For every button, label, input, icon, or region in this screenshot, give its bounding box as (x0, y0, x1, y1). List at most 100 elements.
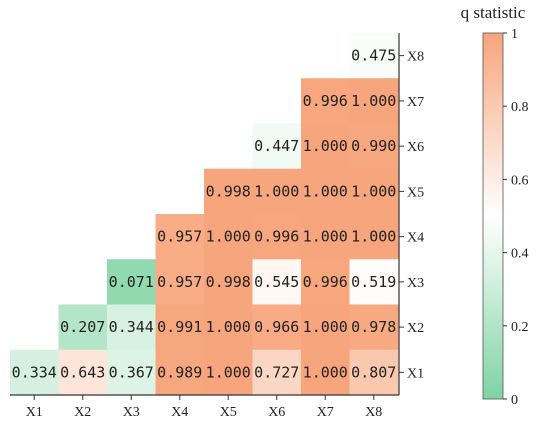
cell-value-label: 0.989 (157, 363, 202, 381)
y-tick-label: X8 (407, 50, 424, 65)
cell-value-label: 0.727 (254, 363, 299, 381)
cell-value-label: 0.367 (109, 363, 154, 381)
cell-value-label: 1.000 (303, 182, 348, 200)
x-tick-label: X8 (365, 405, 382, 420)
cell-value-label: 0.957 (157, 273, 202, 291)
heatmap-cell (155, 349, 205, 396)
y-tick-label: X6 (407, 140, 424, 155)
heatmap-cell (301, 168, 350, 215)
colorbar-tick-label: 0.6 (511, 173, 529, 188)
x-tick-label: X1 (26, 405, 43, 420)
cell-value-label: 0.998 (206, 182, 251, 200)
heatmap-cells (10, 33, 399, 396)
cell-value-label: 1.000 (351, 92, 396, 110)
cell-value-label: 1.000 (303, 363, 348, 381)
heatmap-cell (155, 214, 205, 260)
heatmap-cell (301, 304, 350, 351)
heatmap-cell (349, 168, 399, 215)
heatmap-cell (107, 259, 156, 305)
colorbar: q statistic 0 0.2 0.4 0.6 0.8 1 (461, 3, 529, 408)
heatmap-cell (204, 214, 253, 260)
cell-value-label: 0.957 (157, 228, 202, 246)
heatmap-cell (107, 304, 156, 351)
cell-value-label: 1.000 (303, 318, 348, 336)
heatmap-cell (252, 304, 302, 351)
cell-value-label: 0.519 (351, 273, 396, 291)
heatmap-cell (301, 214, 350, 260)
heatmap-cell (301, 78, 350, 124)
cell-value-label: 0.447 (254, 137, 299, 155)
heatmap-cell (349, 33, 399, 79)
heatmap-cell (252, 123, 302, 170)
heatmap-cell (58, 349, 108, 396)
x-tick-label: X5 (220, 405, 237, 420)
heatmap-cell (252, 168, 302, 215)
x-tick-label: X2 (74, 405, 91, 420)
heatmap-cell (301, 349, 350, 396)
heatmap-cell (349, 304, 399, 351)
cell-value-label: 1.000 (206, 318, 251, 336)
cell-value-label: 0.071 (109, 273, 154, 291)
cell-value-label: 0.807 (351, 363, 396, 381)
cell-value-label: 1.000 (303, 228, 348, 246)
heatmap-cell (301, 123, 350, 170)
cell-value-label: 1.000 (206, 363, 251, 381)
y-tick-label: X7 (407, 95, 424, 110)
cell-value-label: 0.966 (254, 318, 299, 336)
heatmap-cell (301, 259, 350, 305)
heatmap-cell (204, 168, 253, 215)
heatmap-cell (58, 304, 108, 351)
colorbar-tick-label: 0 (511, 393, 518, 408)
colorbar-tick-label: 0.2 (511, 320, 529, 335)
x-tick-label: X4 (171, 405, 188, 420)
cell-value-label: 0.998 (206, 273, 251, 291)
heatmap-cell (349, 123, 399, 170)
x-tick-label: X3 (123, 405, 140, 420)
cell-value-label: 0.207 (60, 318, 105, 336)
cell-value-label: 1.000 (351, 228, 396, 246)
y-tick-label: X3 (407, 276, 424, 291)
colorbar-tick-label: 0.4 (511, 247, 529, 262)
cell-value-label: 1.000 (206, 228, 251, 246)
cell-value-label: 0.344 (109, 318, 154, 336)
colorbar-tick-label: 1 (511, 27, 518, 42)
heatmap-cell (155, 304, 205, 351)
cell-value-label: 0.996 (254, 228, 299, 246)
heatmap-cell (204, 304, 253, 351)
heatmap-cell (349, 214, 399, 260)
cell-value-label: 0.643 (60, 363, 105, 381)
heatmap-cell (252, 259, 302, 305)
x-tick-label: X7 (317, 405, 334, 420)
colorbar-gradient (482, 32, 504, 400)
y-tick-label: X4 (407, 231, 424, 246)
heatmap-cell (107, 349, 156, 396)
y-tick-label: X2 (407, 321, 424, 336)
colorbar-tick-label: 0.8 (511, 100, 529, 115)
heatmap-cell (252, 214, 302, 260)
heatmap-cell (349, 259, 399, 305)
cell-value-label: 0.996 (303, 273, 348, 291)
cell-value-label: 0.996 (303, 92, 348, 110)
heatmap-cell (10, 349, 59, 396)
y-tick-label: X5 (407, 185, 424, 200)
x-tick-label: X6 (268, 405, 285, 420)
colorbar-title: q statistic (461, 3, 526, 22)
heatmap-cell (349, 78, 399, 124)
cell-value-label: 1.000 (303, 137, 348, 155)
cell-value-label: 0.475 (351, 47, 396, 65)
cell-value-label: 0.334 (12, 363, 57, 381)
cell-value-label: 1.000 (254, 182, 299, 200)
cell-value-label: 0.990 (351, 137, 396, 155)
y-tick-label: X1 (407, 366, 424, 381)
cell-value-label: 0.991 (157, 318, 202, 336)
heatmap-cell (349, 349, 399, 396)
heatmap-cell (204, 349, 253, 396)
heatmap-cell (204, 259, 253, 305)
heatmap-cell (252, 349, 302, 396)
axes: X1 X2 X3 X4 X5 X6 X7 X8 X8 X7 X6 X5 X4 X3 X2 X1 (10, 33, 424, 420)
heatmap-cell (155, 259, 205, 305)
cell-value-label: 0.545 (254, 273, 299, 291)
cell-value-label: 1.000 (351, 182, 396, 200)
